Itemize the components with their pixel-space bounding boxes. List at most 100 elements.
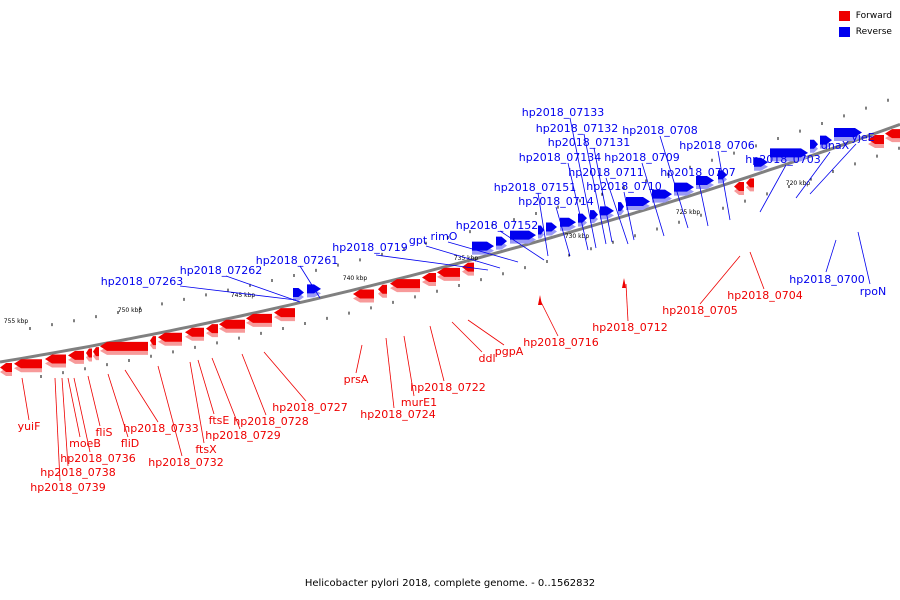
forward-gene-label: pgpA bbox=[495, 345, 524, 358]
forward-gene-arrow bbox=[734, 181, 744, 191]
reverse-gene-label: yjeE bbox=[851, 131, 874, 144]
reverse-label-leader bbox=[697, 177, 709, 227]
reverse-gene-arrow bbox=[600, 206, 614, 216]
forward-gene-label: moeB bbox=[69, 437, 101, 450]
reverse-label-leader bbox=[567, 162, 589, 251]
reverse-label-leader bbox=[641, 162, 665, 237]
reverse-gene-label: hp2018_0700 bbox=[789, 273, 864, 286]
reverse-gene-arrow bbox=[810, 139, 818, 149]
reverse-gene-arrow bbox=[754, 157, 768, 167]
forward-gene-label: hp2018_0732 bbox=[148, 456, 223, 469]
forward-gene-arrow bbox=[353, 289, 374, 299]
genome-caption: Helicobacter pylori 2018, complete genom… bbox=[304, 578, 596, 589]
forward-gene-label: hp2018_0727 bbox=[272, 401, 347, 414]
scale-tick-label: 750 kbp bbox=[118, 307, 143, 314]
forward-gene-label: hp2018_0729 bbox=[205, 429, 280, 442]
legend: Forward Reverse bbox=[838, 8, 892, 40]
feature-mark bbox=[622, 278, 626, 288]
scale-tick-label: 720 kbp bbox=[786, 180, 811, 187]
forward-gene-arrow bbox=[885, 129, 900, 139]
reverse-gene-label: hp2018_07131 bbox=[548, 136, 630, 149]
reverse-gene-label: hp2018_07134 bbox=[519, 151, 601, 164]
reverse-label-leader bbox=[569, 117, 597, 249]
forward-label-leader bbox=[87, 375, 101, 427]
scale-tick-label: 740 kbp bbox=[343, 275, 368, 282]
reverse-gene-arrow bbox=[293, 287, 304, 297]
reverse-label-leader bbox=[857, 231, 871, 285]
forward-gene-arrow bbox=[0, 363, 12, 373]
reverse-label-leader bbox=[809, 143, 857, 195]
forward-gene-label: fliD bbox=[121, 437, 139, 450]
reverse-gene-arrow bbox=[834, 127, 862, 137]
reverse-label-leader bbox=[179, 285, 297, 301]
forward-gene-label: hp2018_0736 bbox=[60, 452, 135, 465]
forward-label-leader bbox=[54, 377, 61, 482]
forward-gene-arrow bbox=[185, 327, 204, 337]
legend-reverse: Reverse bbox=[838, 24, 892, 40]
forward-label-leader bbox=[429, 325, 445, 382]
legend-forward: Forward bbox=[838, 8, 892, 24]
reverse-gene-arrow bbox=[820, 135, 832, 145]
reverse-label-leader bbox=[659, 135, 689, 229]
forward-gene-label: hp2018_0728 bbox=[233, 415, 308, 428]
genome-backbone bbox=[0, 122, 900, 364]
scale-tick-label: 730 kbp bbox=[565, 233, 590, 240]
scale-tick-label: 735 kbp bbox=[454, 255, 479, 262]
forward-label-leader bbox=[263, 351, 307, 402]
forward-gene-label: hp2018_0733 bbox=[123, 422, 198, 435]
forward-gene-label: murE1 bbox=[401, 396, 437, 409]
reverse-gene-arrow bbox=[510, 230, 536, 240]
forward-gene-arrow bbox=[68, 350, 84, 360]
forward-gene-arrow bbox=[158, 332, 182, 342]
forward-gene-arrow bbox=[45, 354, 66, 364]
reverse-label-leader bbox=[225, 275, 301, 303]
forward-gene-arrow bbox=[100, 341, 148, 351]
reverse-label-leader bbox=[825, 239, 837, 273]
forward-label-leader bbox=[241, 353, 267, 416]
forward-label-leader bbox=[625, 283, 629, 322]
forward-label-leader bbox=[699, 255, 741, 305]
legend-forward-label: Forward bbox=[855, 11, 892, 21]
reverse-label-leader bbox=[795, 151, 831, 199]
reverse-gene-label: hp2018_0706 bbox=[679, 139, 754, 152]
forward-label-leader bbox=[403, 335, 415, 397]
forward-label-leader bbox=[67, 377, 81, 438]
forward-gene-label: hp2018_0705 bbox=[662, 304, 737, 317]
forward-gene-label: fliS bbox=[96, 426, 113, 439]
forward-gene-label: hp2018_0704 bbox=[727, 289, 802, 302]
reverse-gene-arrow bbox=[770, 148, 808, 158]
reverse-gene-label: dnaX bbox=[821, 139, 850, 152]
reverse-gene-label: hp2018_07152 bbox=[456, 219, 538, 232]
forward-label-leader bbox=[107, 373, 129, 438]
forward-label-leader bbox=[451, 321, 483, 353]
reverse-gene-label: hp2018_0709 bbox=[604, 151, 679, 164]
reverse-gene-arrow bbox=[578, 213, 587, 223]
forward-gene-label: hp2018_0716 bbox=[523, 336, 598, 349]
forward-label-leader bbox=[189, 361, 205, 444]
reverse-gene-label: hp2018_07262 bbox=[180, 264, 262, 277]
reverse-gene-label: hp2018_0714 bbox=[518, 195, 593, 208]
forward-label-leader bbox=[539, 299, 559, 337]
forward-gene-label: ddl bbox=[478, 352, 495, 365]
forward-gene-arrow bbox=[206, 324, 218, 334]
forward-gene-arrow bbox=[93, 347, 99, 357]
reverse-label-leader bbox=[375, 254, 489, 271]
reverse-gene-arrow bbox=[696, 176, 714, 186]
reverse-gene-label: hp2018_07261 bbox=[256, 254, 338, 267]
forward-gene-arrow bbox=[150, 336, 156, 346]
reverse-gene-label: hp2018_0708 bbox=[622, 124, 697, 137]
reverse-gene-label: hp2018_07132 bbox=[536, 122, 618, 135]
reverse-label-leader bbox=[555, 206, 571, 257]
forward-gene-arrow bbox=[390, 279, 420, 289]
forward-gene-arrow bbox=[868, 135, 884, 145]
reverse-label-leader bbox=[447, 241, 519, 263]
reverse-gene-arrow bbox=[590, 210, 598, 220]
reverse-gene-label: hp2018_0710 bbox=[586, 180, 661, 193]
reverse-gene-label: hp2018_0707 bbox=[660, 166, 735, 179]
forward-gene-label: yuiF bbox=[18, 420, 41, 433]
scale-tick-label: 755 kbp bbox=[4, 318, 29, 325]
forward-gene-label: hp2018_0739 bbox=[30, 481, 105, 494]
forward-gene-arrow bbox=[219, 319, 245, 329]
